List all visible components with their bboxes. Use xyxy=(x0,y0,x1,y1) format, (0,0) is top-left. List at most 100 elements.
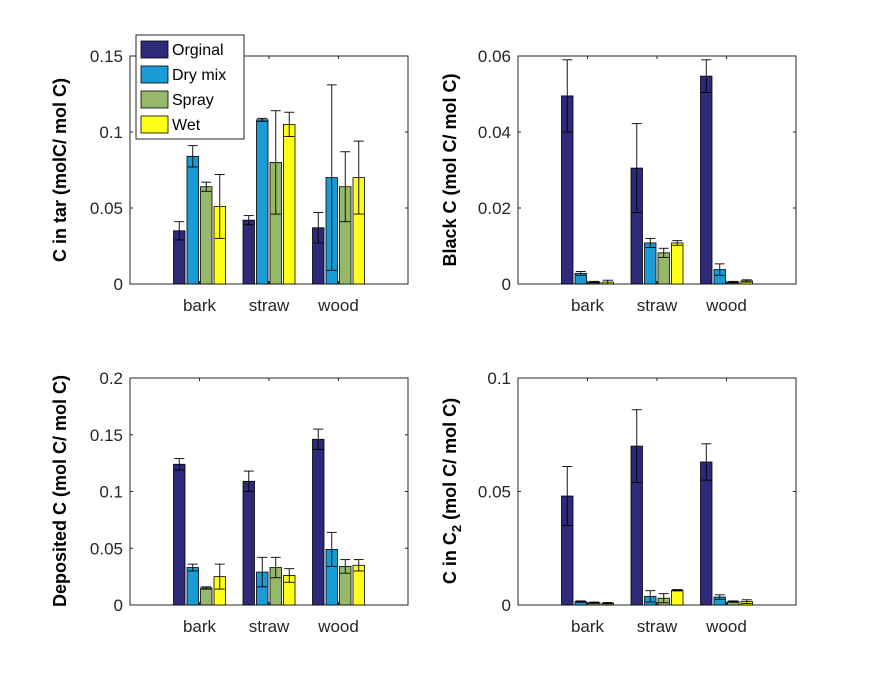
error-bar xyxy=(313,212,324,244)
bar-wood-orginal xyxy=(312,438,325,606)
error-bar xyxy=(284,568,295,583)
error-bar xyxy=(575,271,586,276)
y-axis-label: Black C (mol C/ mol C) xyxy=(440,73,460,266)
bar-straw-dry-mix xyxy=(644,242,657,285)
chart-panel-3: 0 0.05 0.1 0.15 0.2 Deposited C (mol C/ mol C… xyxy=(50,369,409,636)
x-tick-label-straw: straw xyxy=(249,617,290,636)
error-bar xyxy=(728,600,739,603)
x-tick-label-wood: wood xyxy=(317,617,359,636)
y-axis-label: C in C2 (mol C/ mol C) xyxy=(440,398,464,584)
y-tick-label: 0 xyxy=(502,275,511,294)
legend-swatch xyxy=(140,90,169,109)
x-tick-label-straw: straw xyxy=(637,617,678,636)
y-tick-label: 0.04 xyxy=(478,123,511,142)
error-bar xyxy=(589,280,600,284)
error-bar xyxy=(187,563,198,572)
error-bar xyxy=(326,84,337,271)
y-tick-label: 0.1 xyxy=(487,369,511,388)
x-tick-label-wood: wood xyxy=(705,296,747,315)
error-bar xyxy=(284,111,295,138)
y-tick-label: 0 xyxy=(114,275,123,294)
error-bar xyxy=(645,237,656,248)
y-tick-label: 0.05 xyxy=(478,483,511,502)
error-bar xyxy=(243,215,254,226)
error-bar xyxy=(353,140,364,215)
bar-straw-wet xyxy=(671,589,684,606)
error-bar xyxy=(658,593,669,604)
bar-straw-wet xyxy=(671,242,684,285)
x-tick-label-wood: wood xyxy=(317,296,359,315)
bar-bark-orginal xyxy=(173,463,186,606)
error-bar xyxy=(174,221,185,241)
error-bar xyxy=(728,280,739,284)
error-bar xyxy=(243,470,254,492)
x-tick-label-wood: wood xyxy=(705,617,747,636)
error-bar xyxy=(741,279,752,283)
error-bar xyxy=(270,110,281,215)
x-tick-label-bark: bark xyxy=(571,617,605,636)
error-bar xyxy=(658,247,669,258)
error-bar xyxy=(201,181,212,192)
legend-swatch xyxy=(140,115,169,134)
y-tick-label: 0.15 xyxy=(90,426,123,445)
legend-swatch xyxy=(140,65,169,84)
error-bar xyxy=(340,151,351,223)
legend-entry-label: Spray xyxy=(172,92,214,109)
x-tick-label-straw: straw xyxy=(637,296,678,315)
y-axis-label: C in tar (molC/ mol C) xyxy=(50,78,70,262)
x-tick-label-bark: bark xyxy=(183,296,217,315)
y-tick-label: 0 xyxy=(114,596,123,615)
error-bar xyxy=(631,123,642,214)
bar-straw-orginal xyxy=(242,480,255,606)
chart-panel-2: 0 0.02 0.04 0.06 Black C (mol C/ mol C) bark s… xyxy=(440,47,797,315)
error-bar xyxy=(562,466,573,526)
error-bar xyxy=(326,531,337,567)
bar-bark-dry-mix xyxy=(186,567,199,606)
axes-box xyxy=(517,55,797,285)
chart-panel-4: 0 0.05 0.1 C in C2 (mol C/ mol C) bark straw w… xyxy=(440,369,797,636)
x-tick-label-straw: straw xyxy=(249,296,290,315)
error-bar xyxy=(270,556,281,579)
error-bar xyxy=(602,279,613,285)
y-axis-label: Deposited C (mol C/ mol C) xyxy=(50,375,70,607)
y-tick-label: 0.1 xyxy=(99,483,123,502)
bar-bark-dry-mix xyxy=(186,155,199,285)
axes-box xyxy=(517,377,797,606)
error-bar xyxy=(201,586,212,590)
legend-entry-label: Orginal xyxy=(172,42,224,59)
y-tick-label: 0 xyxy=(502,596,511,615)
error-bar xyxy=(645,590,656,603)
error-bar xyxy=(187,145,198,168)
y-tick-label: 0.1 xyxy=(99,123,123,142)
error-bar xyxy=(701,59,712,93)
bar-bark-spray xyxy=(200,186,213,285)
bar-straw-dry-mix xyxy=(256,119,269,285)
legend-entry-label: Dry mix xyxy=(172,67,226,84)
x-tick-label-bark: bark xyxy=(571,296,605,315)
error-bar xyxy=(214,563,225,590)
legend: Orginal Dry mix Spray Wet xyxy=(135,34,245,140)
error-bar xyxy=(631,409,642,483)
error-bar xyxy=(353,559,364,572)
bar-straw-wet xyxy=(283,124,296,285)
chart-panel-1: 0 0.05 0.1 0.15 C in tar (molC/ mol C) bark st… xyxy=(50,47,409,315)
y-tick-label: 0.05 xyxy=(90,539,123,558)
error-bar xyxy=(714,263,725,276)
error-bar xyxy=(741,599,752,604)
error-bar xyxy=(701,443,712,481)
legend-entry-label: Wet xyxy=(172,117,201,134)
error-bar xyxy=(257,117,268,122)
x-tick-label-bark: bark xyxy=(183,617,217,636)
error-bar xyxy=(340,559,351,574)
y-tick-label: 0.05 xyxy=(90,199,123,218)
y-tick-label: 0.02 xyxy=(478,199,511,218)
bar-bark-spray xyxy=(200,587,213,606)
axes-box xyxy=(129,377,409,606)
error-bar xyxy=(575,600,586,603)
error-bar xyxy=(714,594,725,600)
bar-straw-orginal xyxy=(242,219,255,285)
error-bar xyxy=(257,556,268,588)
error-bar xyxy=(672,589,683,592)
error-bar xyxy=(174,458,185,471)
